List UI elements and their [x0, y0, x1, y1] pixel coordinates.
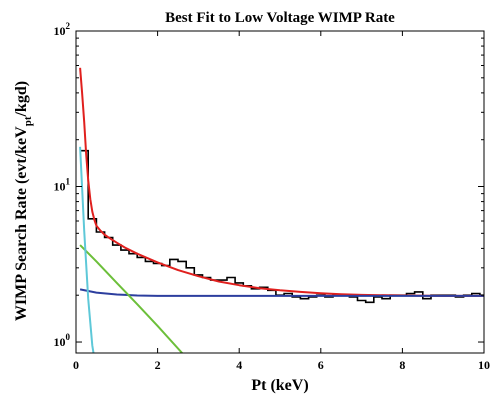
plot-area — [79, 67, 484, 353]
y-axis-label-end: /kgd) — [13, 81, 30, 118]
x-tick-label: 8 — [399, 358, 405, 372]
y-tick-label: 101 — [54, 177, 71, 194]
y-axis-label-sub: pt — [22, 116, 34, 126]
y-tick-label: 102 — [54, 21, 71, 38]
y-axis-label: WIMP Search Rate (evt/keVpt/kgd) — [13, 81, 34, 321]
y-axis-label-main: WIMP Search Rate (evt/keV — [13, 126, 30, 321]
svg-text:WIMP Search Rate (evt/keVpt/kg: WIMP Search Rate (evt/keVpt/kgd) — [13, 81, 34, 321]
series-3-line — [79, 244, 183, 353]
y-tick-label: 100 — [54, 332, 71, 349]
plot-frame — [75, 30, 485, 354]
series-4-line — [79, 146, 95, 353]
x-tick-label: 4 — [236, 358, 242, 372]
x-tick-label: 10 — [478, 358, 490, 372]
chart-title: Best Fit to Low Voltage WIMP Rate — [165, 10, 395, 26]
x-tick-label: 2 — [155, 358, 161, 372]
series-2-line — [79, 288, 484, 297]
series-histogram-line — [80, 149, 484, 304]
x-tick-label: 6 — [318, 358, 324, 372]
x-axis-label: Pt (keV) — [251, 377, 308, 394]
x-tick-label: 0 — [73, 358, 79, 372]
axis-ticks: 0 2 4 6 8 10 100 101 102 — [54, 21, 490, 372]
series-1-line — [79, 67, 484, 297]
